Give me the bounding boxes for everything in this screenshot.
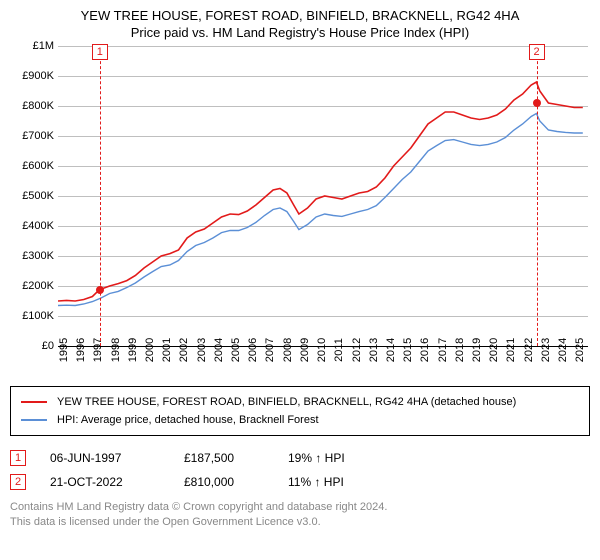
legend-label: HPI: Average price, detached house, Brac… — [57, 414, 319, 426]
series-line — [58, 82, 583, 301]
sale-marker-box: 1 — [92, 44, 108, 60]
y-tick-label: £100K — [22, 310, 58, 322]
chart-area: £0£100K£200K£300K£400K£500K£600K£700K£80… — [58, 46, 588, 346]
chart-svg — [58, 46, 588, 346]
y-tick-label: £400K — [22, 220, 58, 232]
chart-legend: YEW TREE HOUSE, FOREST ROAD, BINFIELD, B… — [10, 386, 590, 436]
y-tick-label: £0 — [42, 340, 58, 352]
chart-title: YEW TREE HOUSE, FOREST ROAD, BINFIELD, B… — [10, 8, 590, 23]
footer-line: This data is licensed under the Open Gov… — [10, 515, 590, 530]
legend-swatch — [21, 419, 47, 421]
sale-row: 1 06-JUN-1997 £187,500 19% ↑ HPI — [10, 446, 590, 470]
legend-row: HPI: Average price, detached house, Brac… — [21, 411, 579, 429]
sale-marker-dot — [533, 99, 541, 107]
chart-subtitle: Price paid vs. HM Land Registry's House … — [10, 25, 590, 40]
sales-table: 1 06-JUN-1997 £187,500 19% ↑ HPI 2 21-OCT-202… — [10, 446, 590, 494]
sale-index-box: 1 — [10, 450, 26, 466]
y-tick-label: £900K — [22, 70, 58, 82]
sale-marker-line — [537, 46, 538, 346]
series-line — [58, 114, 583, 306]
sale-row: 2 21-OCT-2022 £810,000 11% ↑ HPI — [10, 470, 590, 494]
y-tick-label: £200K — [22, 280, 58, 292]
legend-label: YEW TREE HOUSE, FOREST ROAD, BINFIELD, B… — [57, 396, 516, 408]
y-tick-label: £500K — [22, 190, 58, 202]
y-tick-label: £600K — [22, 160, 58, 172]
y-tick-label: £1M — [33, 40, 58, 52]
y-tick-label: £800K — [22, 100, 58, 112]
sale-delta: 11% ↑ HPI — [288, 475, 344, 489]
sale-date: 06-JUN-1997 — [50, 451, 160, 465]
sale-price: £810,000 — [184, 475, 264, 489]
y-tick-label: £700K — [22, 130, 58, 142]
legend-row: YEW TREE HOUSE, FOREST ROAD, BINFIELD, B… — [21, 393, 579, 411]
y-tick-label: £300K — [22, 250, 58, 262]
attribution-footer: Contains HM Land Registry data © Crown c… — [10, 500, 590, 530]
sale-index-box: 2 — [10, 474, 26, 490]
legend-swatch — [21, 401, 47, 403]
sale-date: 21-OCT-2022 — [50, 475, 160, 489]
sale-delta: 19% ↑ HPI — [288, 451, 345, 465]
sale-marker-line — [100, 46, 101, 346]
sale-marker-dot — [96, 286, 104, 294]
sale-marker-box: 2 — [529, 44, 545, 60]
footer-line: Contains HM Land Registry data © Crown c… — [10, 500, 590, 515]
sale-price: £187,500 — [184, 451, 264, 465]
